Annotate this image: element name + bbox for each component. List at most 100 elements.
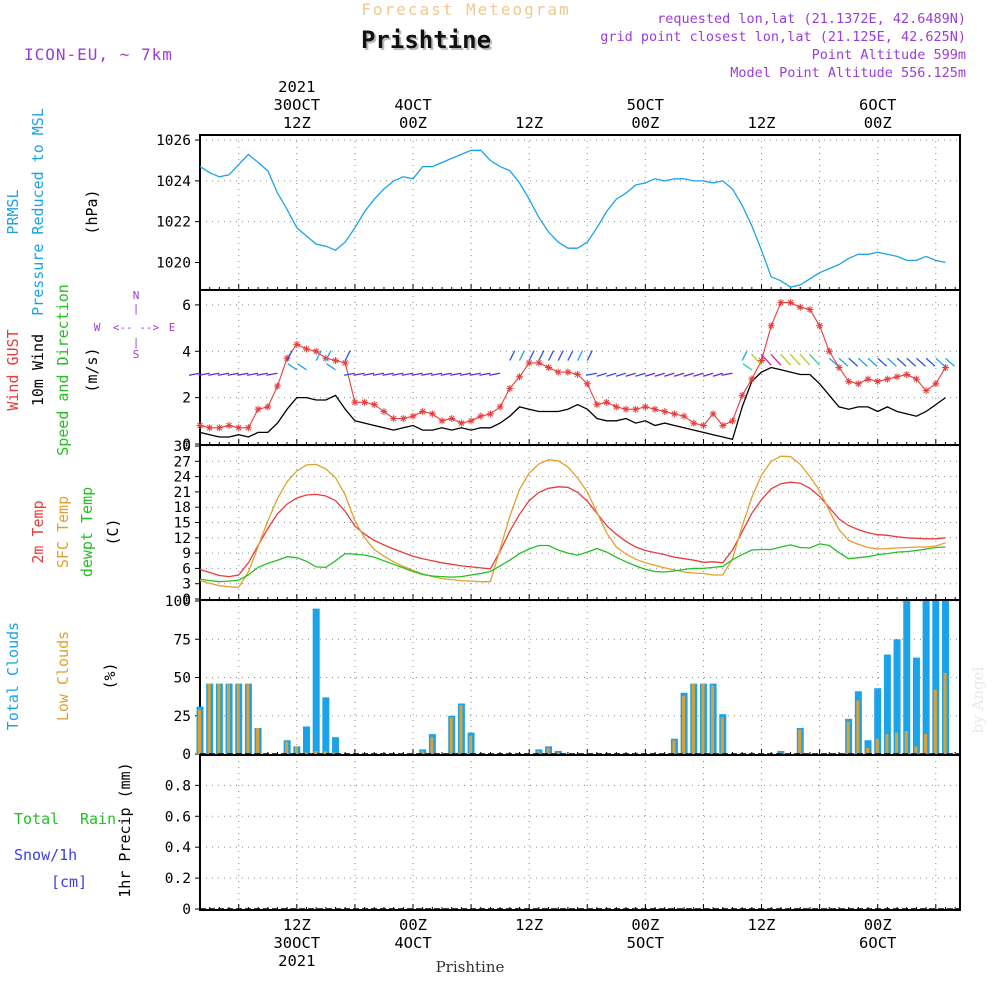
gust-marker: [370, 401, 378, 409]
gust-marker: [641, 403, 649, 411]
y-tick-label: 1024: [156, 174, 191, 190]
time-label-top: 12Z: [283, 114, 311, 132]
wind-arrow: [751, 353, 763, 366]
y-tick-label: 15: [174, 516, 191, 532]
gust-marker: [941, 364, 949, 371]
wind-arrow: [780, 353, 792, 366]
low-cloud-bar: [207, 683, 211, 754]
total-cloud-bar: [922, 601, 930, 754]
gust-marker: [651, 405, 659, 413]
wind-arrow: [227, 372, 239, 376]
wind-arrow: [286, 350, 293, 361]
low-cloud-bar: [546, 747, 550, 754]
y-tick-label: 0.2: [165, 871, 191, 887]
gust-marker: [419, 408, 427, 416]
wind-arrow: [896, 357, 907, 367]
wind-arrow: [848, 357, 859, 367]
wind-arrow: [411, 372, 423, 376]
precip-axis-label: 1hr Precip (mm): [116, 762, 134, 897]
total-cloud-bar: [903, 601, 911, 754]
y-tick-label: 1020: [156, 255, 191, 271]
wind-arrow: [625, 372, 636, 377]
gust-marker: [864, 375, 872, 383]
low-cloud-bar: [875, 738, 879, 754]
time-label-bottom: 12Z: [283, 916, 311, 934]
low-cloud-bar: [536, 750, 540, 754]
total-clouds-label: Total Clouds: [4, 622, 22, 730]
gust-marker: [312, 347, 320, 355]
gust-marker: [825, 347, 833, 355]
gust-marker: [564, 368, 572, 376]
gust-marker: [922, 387, 930, 395]
temp-unit-label: (C): [104, 518, 122, 545]
gust-marker: [351, 398, 359, 406]
gust-marker: [680, 412, 688, 420]
low-cloud-bar: [227, 683, 231, 754]
temp2m-label: 2m Temp: [29, 500, 47, 563]
wind-arrow: [557, 350, 564, 361]
wind-arrow: [586, 350, 593, 361]
wind-arrow: [877, 357, 888, 367]
wind-arrow: [673, 372, 685, 377]
gust-marker: [206, 424, 214, 432]
wind-arrow: [702, 372, 714, 377]
wind-arrow: [382, 372, 394, 376]
wind-arrow: [935, 357, 946, 367]
wind-arrow: [742, 363, 753, 371]
header: Forecast Meteogram Prishtine ICON-EU, ~ …: [24, 0, 966, 81]
wind-arrow: [654, 372, 665, 377]
total-cloud-bar: [883, 654, 891, 754]
low-cloud-bar: [323, 750, 327, 754]
gust-marker: [796, 303, 804, 311]
wind-arrow: [741, 350, 748, 361]
wind-arrow: [828, 357, 839, 367]
low-cloud-bar: [449, 717, 453, 754]
time-label-top: 12Z: [748, 114, 776, 132]
gust-marker: [893, 373, 901, 381]
pressure-label-1: PRMSL: [4, 189, 22, 234]
low-cloud-bar: [933, 689, 937, 754]
low-cloud-bar: [924, 734, 928, 754]
low-cloud-bar: [285, 741, 289, 754]
gust-line: [199, 302, 946, 429]
y-tick-label: 25: [174, 709, 191, 725]
wind-unit-label: (m/s): [83, 347, 101, 392]
low-cloud-bar: [798, 729, 802, 754]
y-tick-label: 1022: [156, 215, 191, 231]
gust-marker: [235, 424, 243, 432]
y-tick-label: 0.4: [165, 840, 191, 856]
low-cloud-bar: [333, 752, 337, 754]
gust-marker: [322, 354, 330, 362]
wind-arrow: [606, 372, 617, 377]
gust-marker: [467, 417, 475, 425]
total-cloud-bar: [893, 639, 901, 754]
snow-unit-label: [cm]: [51, 873, 87, 891]
location-title: Prishtine: [361, 26, 491, 54]
gust-marker: [738, 391, 746, 399]
panel-frame: [199, 289, 961, 446]
y-tick-label: 2: [182, 391, 191, 407]
wind-arrow: [266, 372, 278, 376]
gust-marker: [574, 370, 582, 378]
wind-arrow: [906, 357, 917, 367]
wind10m-label: 10m Wind: [29, 334, 47, 406]
y-tick-label: 0: [182, 437, 191, 453]
wind-arrow: [344, 350, 351, 361]
panel-precipitation: 0 0.2 0.4 0.6 0.8: [165, 754, 961, 918]
gust-marker: [874, 377, 882, 385]
wind-arrow: [343, 372, 356, 376]
panel-clouds: 0 25 50 75 100: [165, 594, 961, 763]
dewpt-label: dewpt Temp: [78, 487, 96, 577]
gust-marker: [699, 421, 707, 429]
wind-arrow: [916, 357, 926, 367]
gust-marker: [457, 419, 465, 427]
wind-arrow: [401, 372, 414, 376]
wind-arrow: [712, 372, 723, 377]
gust-marker: [380, 408, 388, 416]
wind-gust-label: Wind GUST: [4, 329, 22, 410]
time-label-bottom: 00Z: [631, 916, 659, 934]
wind-arrow: [489, 372, 501, 376]
gust-marker: [835, 364, 843, 371]
wind-arrow: [287, 363, 298, 371]
